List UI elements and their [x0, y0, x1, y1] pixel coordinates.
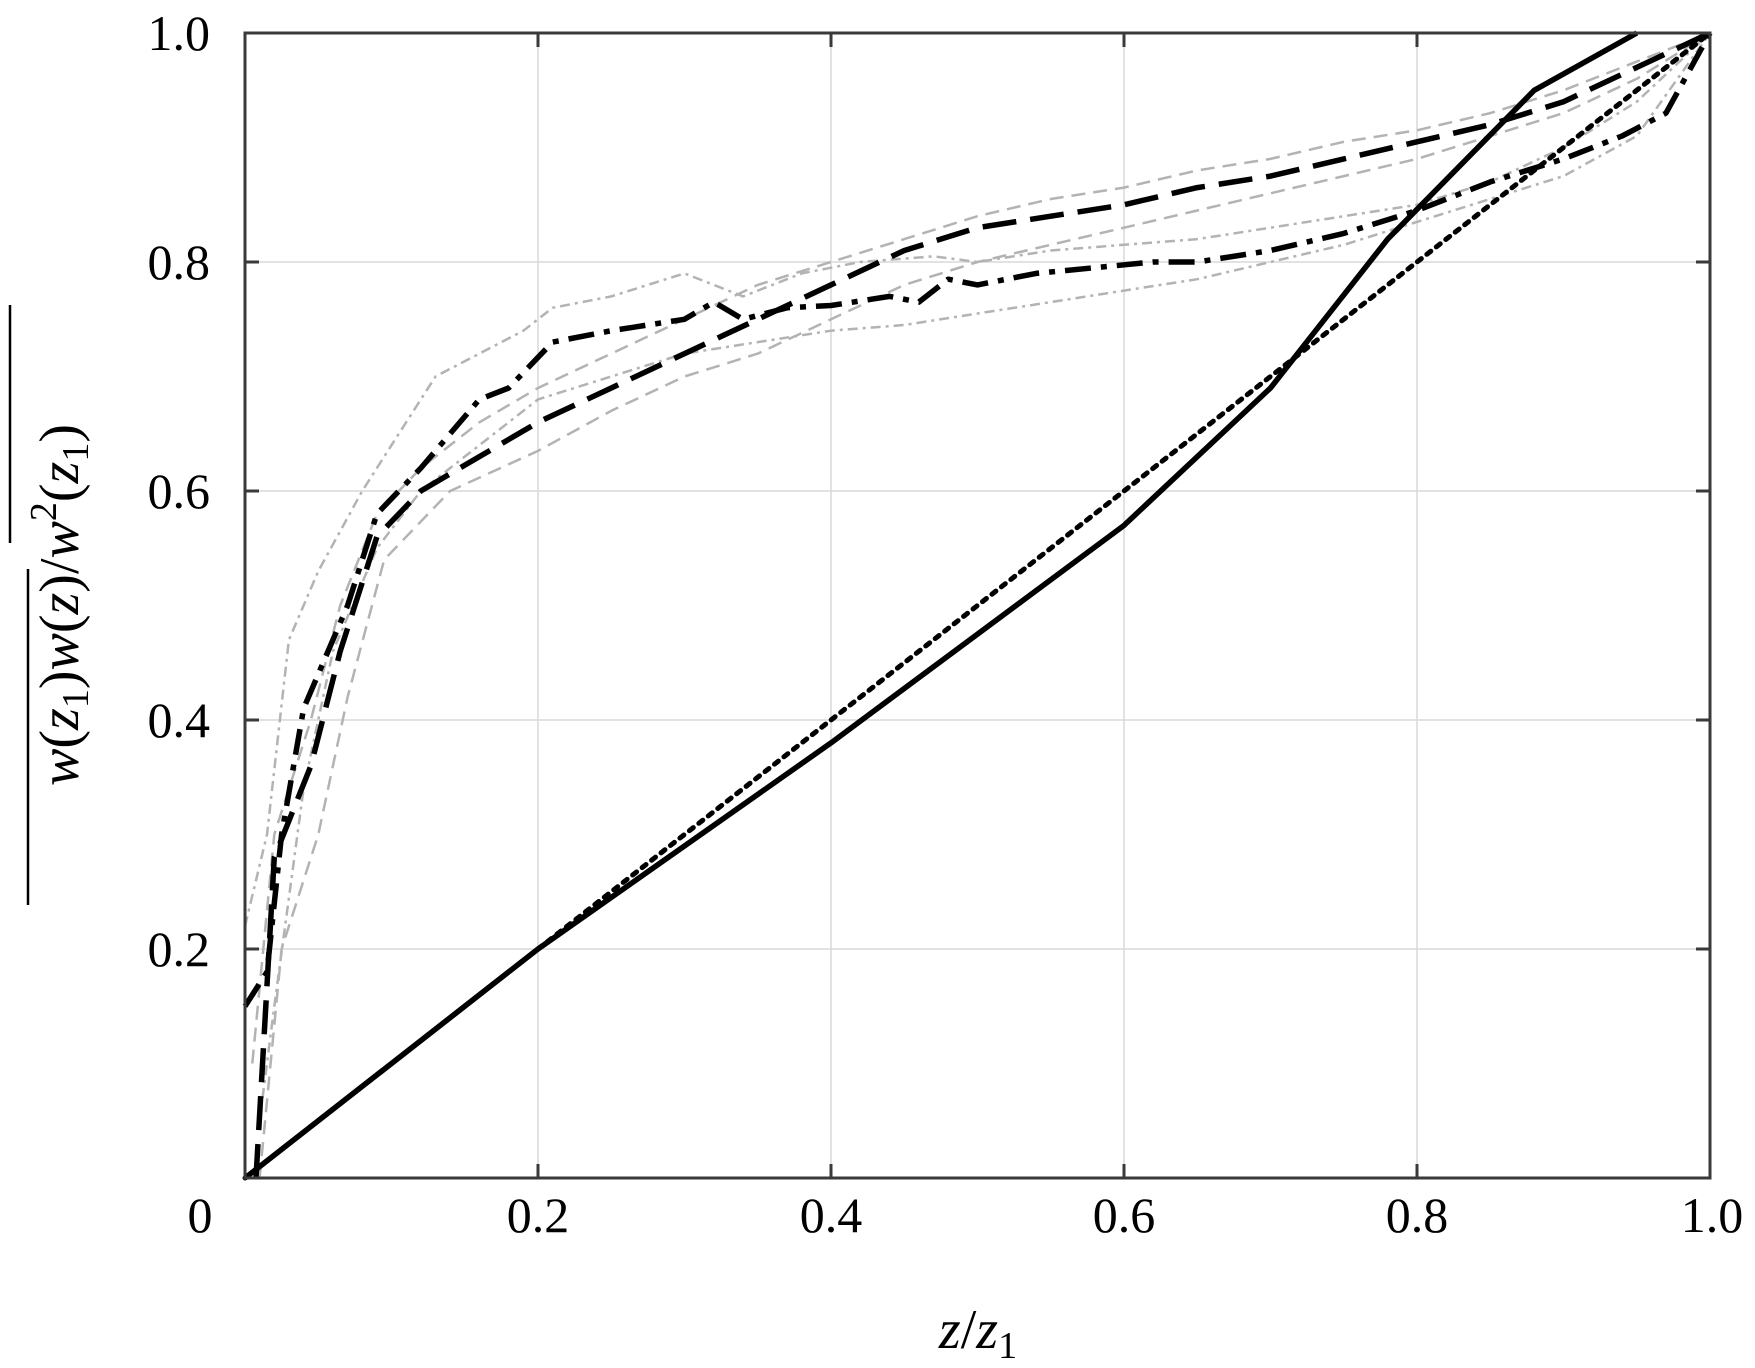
series-line-1	[242, 30, 1713, 1181]
series-line-4	[251, 31, 1711, 1064]
y-axis-label: w(z1)w(z)/w2(z1)	[8, 305, 97, 905]
grid	[245, 33, 1710, 1178]
x-tick-label: 0.8	[1386, 1187, 1449, 1243]
x-tick-label: 0.2	[507, 1187, 570, 1243]
series-line-2	[253, 30, 1712, 1179]
x-tick-label: 0	[188, 1187, 213, 1243]
series-line-0	[243, 30, 1639, 1181]
y-tick-label: 0.6	[148, 463, 211, 519]
svg-text:w(z1)w(z)/w2(z1): w(z1)w(z)/w2(z1)	[23, 424, 97, 786]
series-line-6	[243, 32, 1711, 927]
y-tick-label: 0.2	[148, 921, 211, 977]
y-tick-label: 0.8	[148, 234, 211, 290]
series-line-7	[258, 32, 1712, 1121]
plot-area	[242, 30, 1713, 1181]
x-tick-label: 0.4	[800, 1187, 863, 1243]
axis-ticks	[245, 33, 1710, 1178]
series-line-3	[242, 31, 1713, 1008]
x-axis-label: z/z1	[938, 1299, 1017, 1367]
x-tick-label: 0.6	[1093, 1187, 1156, 1243]
y-tick-label: 0.4	[148, 692, 211, 748]
x-tick-label: 1.0	[1681, 1187, 1744, 1243]
tick-labels: 0 0.2 0.4 0.6 0.8 1.0 0.2 0.4 0.6 0.8 1.0	[148, 5, 1744, 1243]
y-tick-label: 1.0	[148, 5, 211, 61]
axes-frame	[243, 31, 1712, 1180]
series-line-5	[258, 31, 1711, 1179]
